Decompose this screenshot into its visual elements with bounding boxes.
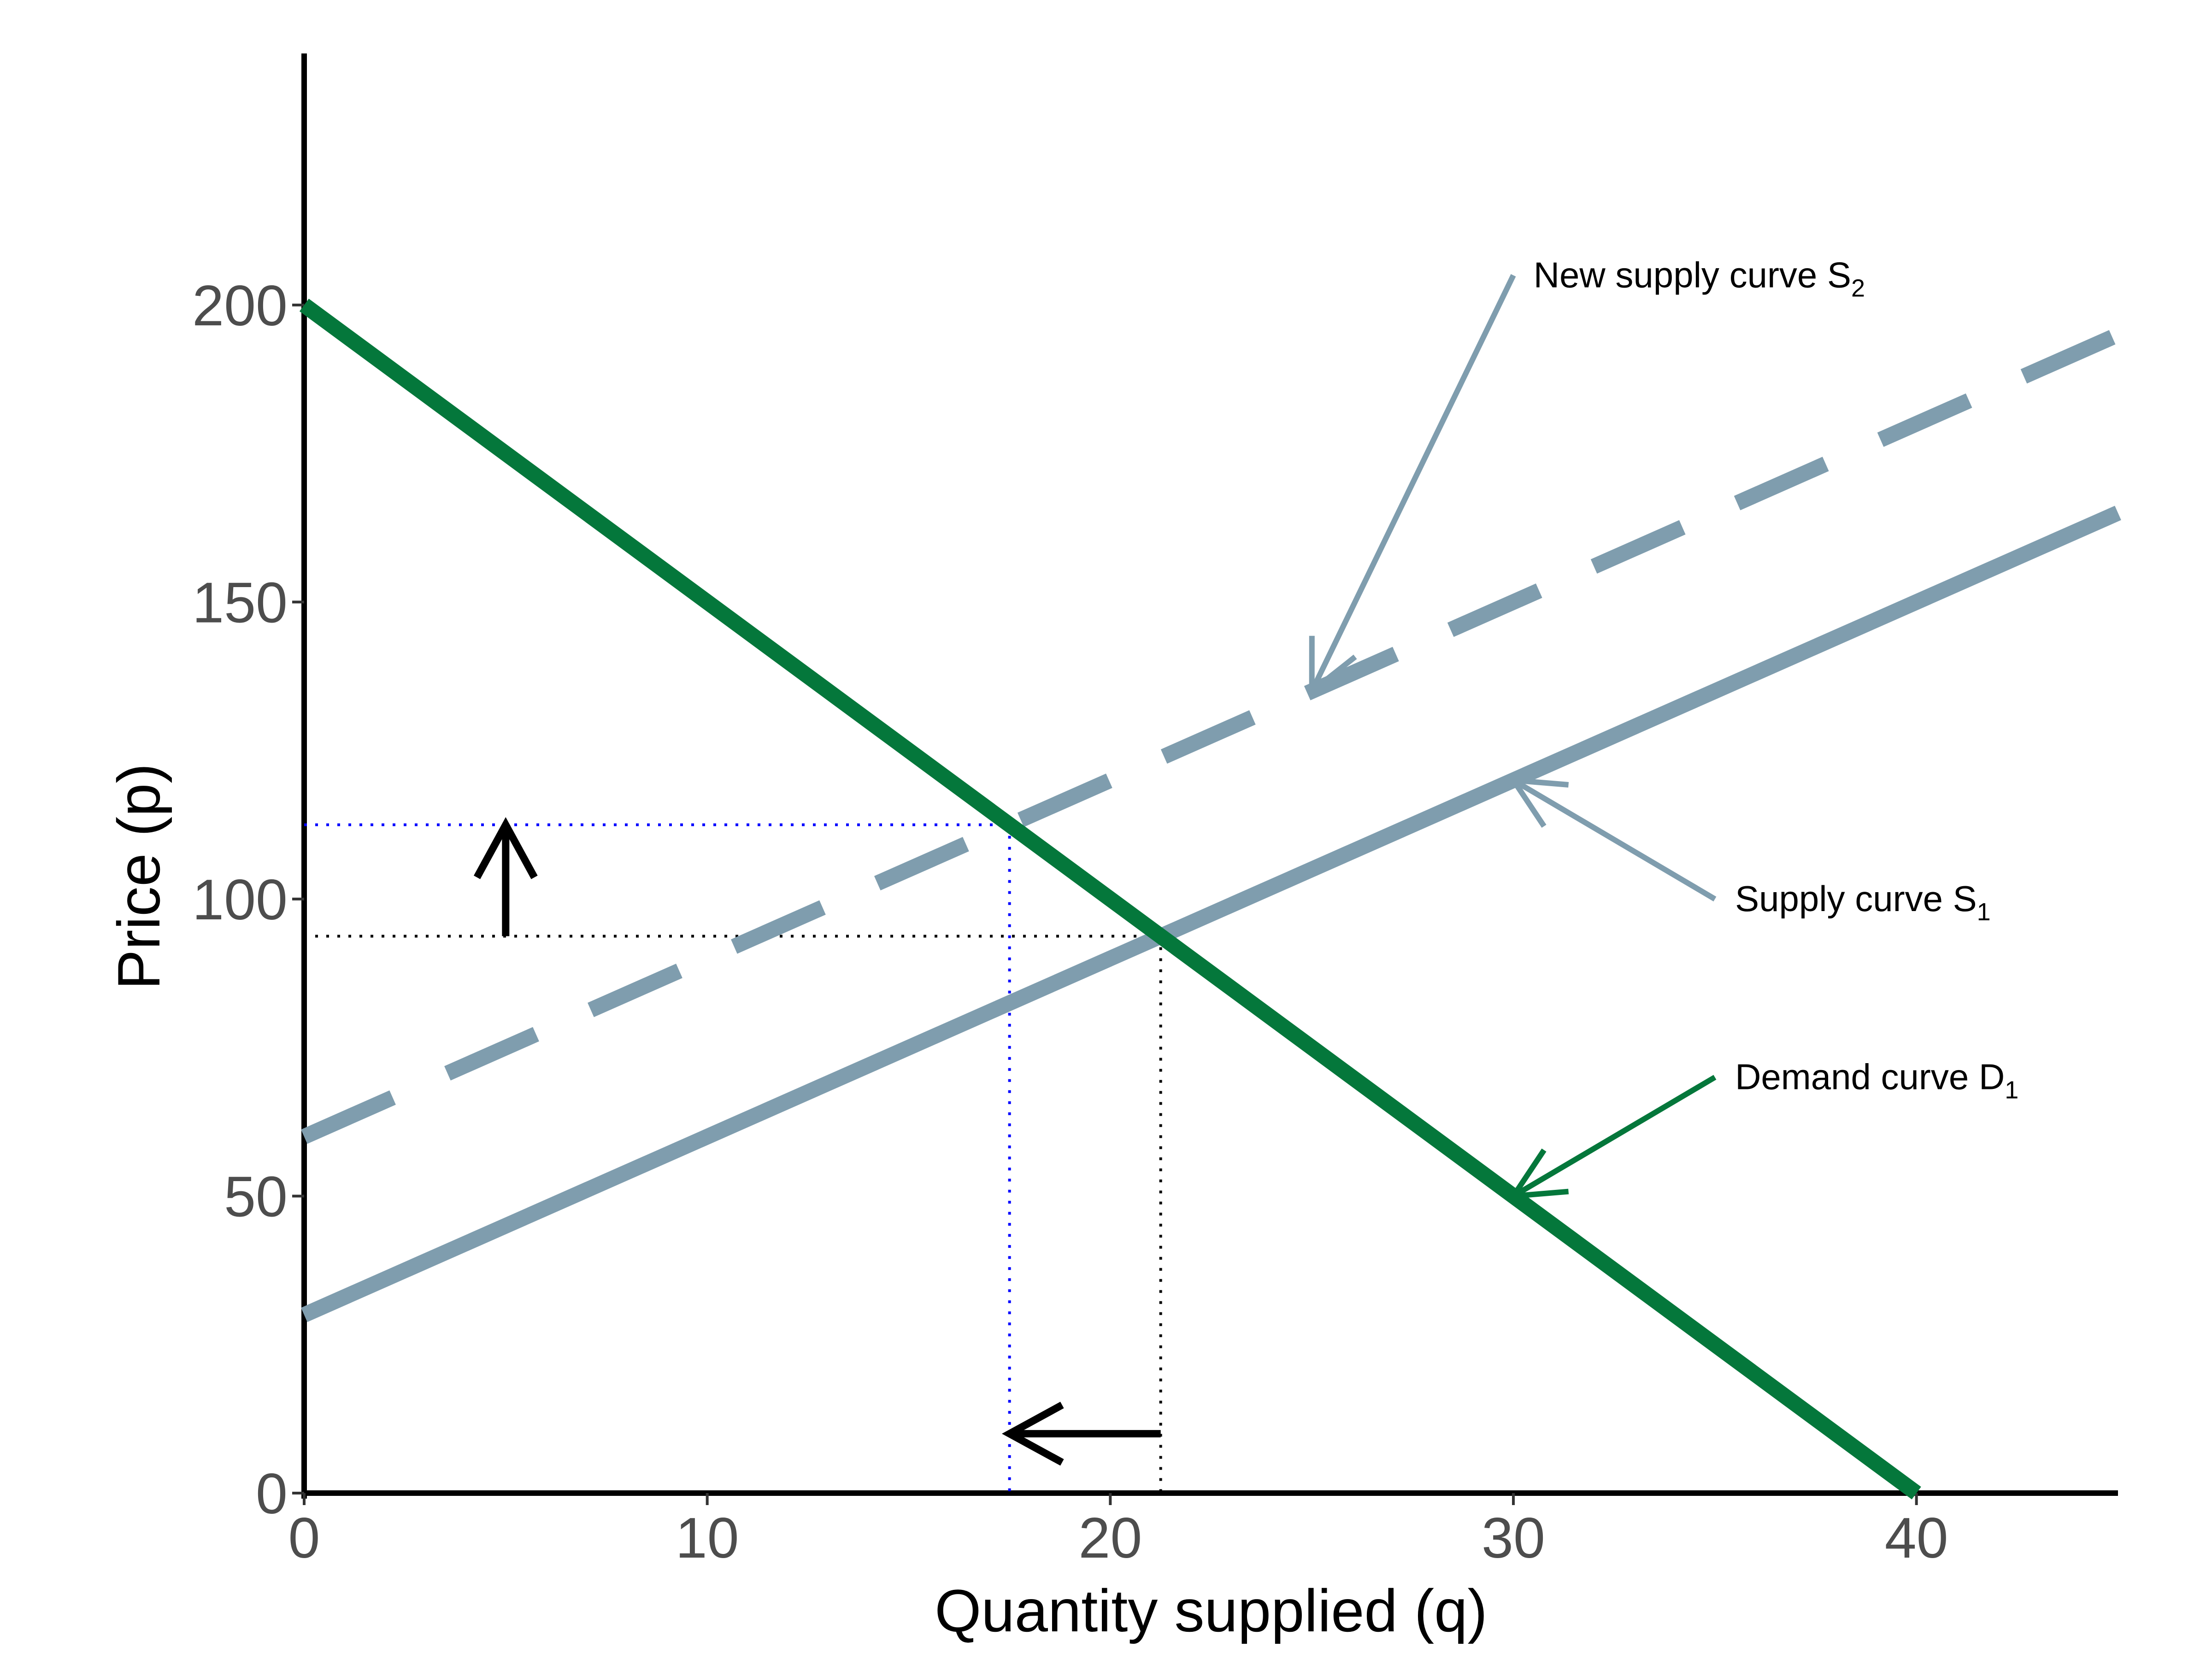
shift-arrow-head	[1001, 1401, 1064, 1466]
guide-lines	[304, 823, 1162, 1493]
annotation-arrow-line	[1309, 274, 1516, 693]
series-line	[301, 327, 2121, 1144]
annotation-label: Demand curve D1	[1735, 1057, 2018, 1104]
y-tick-label: 50	[224, 1165, 288, 1229]
annotation-arrow-line	[1512, 1075, 1717, 1199]
x-tick-label: 0	[288, 1506, 320, 1570]
annotation-arrow-head	[1309, 635, 1357, 697]
tick-labels: 0 10 20 30 40 0 50 100 150 200	[192, 274, 1948, 1570]
series-line	[299, 299, 1921, 1500]
annotation-label: Supply curve S1	[1735, 878, 1991, 926]
y-tick-label: 200	[192, 274, 288, 338]
y-tick-label: 0	[256, 1462, 288, 1526]
x-tick-label: 30	[1482, 1506, 1545, 1570]
shift-arrows	[473, 817, 1161, 1466]
y-tick-label: 150	[192, 571, 288, 635]
series-lines	[299, 299, 2121, 1500]
annotation-arrow-head	[1508, 1148, 1569, 1200]
annotations: New supply curve S2 Supply curve S1 Demand…	[1309, 254, 2018, 1200]
shift-arrow-head	[473, 817, 538, 879]
y-tick-label: 100	[192, 868, 288, 932]
y-axis-title: Price (p)	[105, 763, 172, 989]
x-axis-title: Quantity supplied (q)	[935, 1577, 1488, 1644]
annotation-arrow-head	[1508, 777, 1569, 828]
axes	[292, 53, 2118, 1505]
x-tick-label: 40	[1885, 1506, 1948, 1570]
annotation-label: New supply curve S2	[1534, 254, 1865, 302]
x-tick-label: 10	[676, 1506, 739, 1570]
series-line	[301, 506, 2121, 1322]
annotation-arrow-line	[1512, 777, 1717, 902]
x-tick-label: 20	[1078, 1506, 1142, 1570]
